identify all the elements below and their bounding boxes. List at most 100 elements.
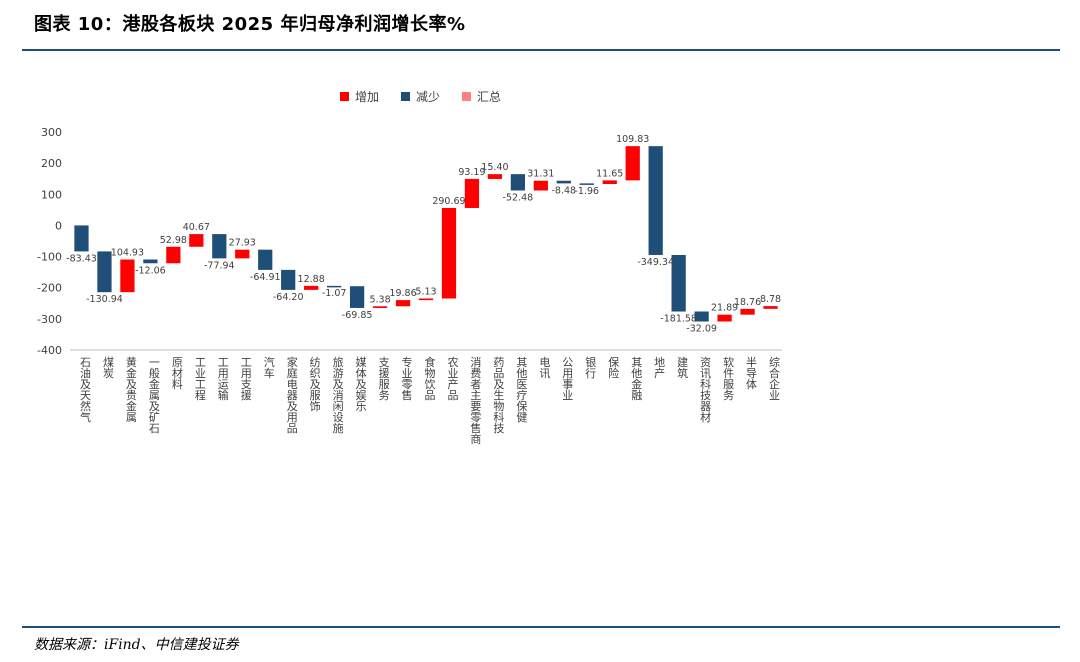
bar-increase	[372, 306, 388, 308]
bar-value-label: -64.20	[273, 292, 304, 303]
bar-value-label: -69.85	[342, 310, 373, 321]
x-category-label: 电讯	[539, 356, 550, 380]
x-category-label: 银行	[585, 355, 596, 380]
x-category-label: 专业零售	[402, 355, 413, 402]
bar-value-label: -130.94	[86, 294, 123, 305]
legend-swatch	[462, 92, 471, 101]
bar-increase	[533, 180, 548, 191]
y-tick-label: 0	[55, 219, 62, 232]
bar-increase	[441, 207, 457, 299]
bar-increase	[464, 178, 480, 208]
bar-increase	[763, 306, 778, 309]
x-axis: 石油及天然气 煤炭 黄金及贵金属 一般金属及矿石 原材料 工业工程 工用运输 工用支援 汽车家庭…	[70, 349, 782, 446]
bar-value-label: 290.69	[432, 196, 465, 207]
bar-value-label: 52.98	[160, 235, 187, 246]
bar-increase	[602, 180, 617, 184]
y-tick-label: 100	[41, 188, 62, 201]
chart-legend: 增加 减少 汇总	[340, 90, 501, 104]
x-category-label: 软件服务	[723, 355, 734, 402]
chart-bars	[74, 146, 778, 322]
bar-value-label: -52.48	[503, 192, 534, 203]
x-category-label: 建筑	[677, 355, 688, 380]
bar-value-label: 93.19	[458, 167, 485, 178]
x-category-label: 媒体及娱乐	[356, 356, 367, 413]
bar-increase	[717, 314, 732, 322]
bar-decrease	[556, 180, 571, 184]
x-category-label: 其他金融	[631, 356, 642, 402]
bar-decrease	[97, 251, 112, 293]
y-tick-label: 300	[41, 126, 62, 139]
source-note: 数据来源：iFind、中信建投证券	[34, 637, 239, 653]
bar-increase	[625, 146, 640, 181]
x-category-label: 消费者主要零售商	[470, 355, 481, 446]
x-category-label: 保险	[608, 355, 619, 380]
bar-value-label: -64.91	[250, 272, 281, 283]
bar-value-label: 109.83	[616, 134, 649, 145]
bar-value-label: -32.09	[686, 324, 717, 335]
bar-decrease	[349, 286, 365, 308]
bar-value-label: 15.40	[481, 162, 508, 173]
bar-increase	[740, 308, 755, 315]
x-category-label: 工用支援	[241, 356, 252, 402]
bar-value-label: 40.67	[183, 222, 210, 233]
x-category-label: 综合企业	[769, 355, 780, 402]
bar-decrease	[258, 249, 273, 270]
bar-decrease	[671, 254, 686, 312]
legend-label: 增加	[355, 90, 379, 104]
bar-value-label: 104.93	[111, 248, 144, 259]
bar-decrease	[74, 225, 89, 252]
y-tick-label: -300	[37, 313, 62, 326]
bar-value-label: -181.58	[660, 314, 697, 325]
bar-value-label: 11.65	[596, 168, 623, 179]
bar-decrease	[694, 311, 709, 322]
x-category-label: 一般金属及矿石	[149, 356, 160, 435]
bar-increase	[166, 246, 181, 264]
x-category-label: 地产	[654, 356, 665, 380]
bar-value-label: -1.07	[322, 288, 347, 299]
bar-value-label: -12.06	[135, 265, 166, 276]
x-category-label: 公用事业	[562, 356, 573, 402]
top-rule	[22, 49, 1060, 51]
bar-increase	[487, 174, 503, 179]
bar-value-label: -83.43	[66, 253, 97, 264]
bar-increase	[235, 249, 250, 259]
bar-decrease	[579, 183, 594, 185]
bar-value-label: -349.34	[637, 257, 674, 268]
bar-decrease	[281, 269, 296, 290]
bar-value-label: 18.76	[734, 297, 761, 308]
bar-value-label: 5.38	[369, 294, 390, 305]
bar-value-label: 19.86	[389, 288, 416, 299]
x-category-label: 工用运输	[218, 356, 229, 402]
legend-swatch	[340, 92, 349, 101]
bar-value-label: -1.96	[574, 186, 599, 197]
x-category-label: 煤炭	[103, 356, 114, 380]
chart-title: 图表 10：港股各板块 2025 年归母净利润增长率%	[34, 14, 466, 35]
x-category-label: 黄金及贵金属	[126, 355, 137, 424]
bar-increase	[120, 259, 135, 293]
bar-value-label: 8.78	[760, 294, 781, 305]
bar-decrease	[648, 146, 663, 255]
y-axis: 300 200 100 0 -100 -200 -300 -400	[37, 126, 62, 357]
bar-decrease	[212, 234, 227, 259]
x-category-label: 汽车	[264, 355, 275, 380]
waterfall-chart: 增加 减少 汇总 300 200 100 0 -100 -200 -300 -400 -83.43…	[37, 90, 782, 446]
x-category-label: 旅游及消闲设施	[333, 355, 344, 435]
x-category-label: 纺织及服饰	[310, 355, 321, 413]
y-tick-label: -200	[37, 282, 62, 295]
y-tick-label: 200	[41, 157, 62, 170]
bar-value-label: -8.48	[552, 185, 577, 196]
bar-increase	[418, 298, 434, 301]
x-category-label: 农业产品	[447, 355, 458, 402]
bar-value-label: 21.89	[711, 303, 738, 314]
x-category-label: 工业工程	[195, 356, 206, 402]
y-tick-label: -100	[37, 251, 62, 264]
x-category-label: 原材料	[172, 356, 183, 391]
legend-label: 减少	[416, 90, 440, 104]
legend-swatch	[401, 92, 410, 101]
bar-decrease	[327, 285, 342, 288]
x-category-label: 食物饮品	[425, 355, 436, 402]
y-tick-label: -400	[37, 344, 62, 357]
x-category-label: 资讯科技器材	[700, 356, 711, 424]
x-category-label: 家庭电器及用品	[287, 355, 298, 435]
x-category-label: 石油及天然气	[80, 356, 91, 424]
